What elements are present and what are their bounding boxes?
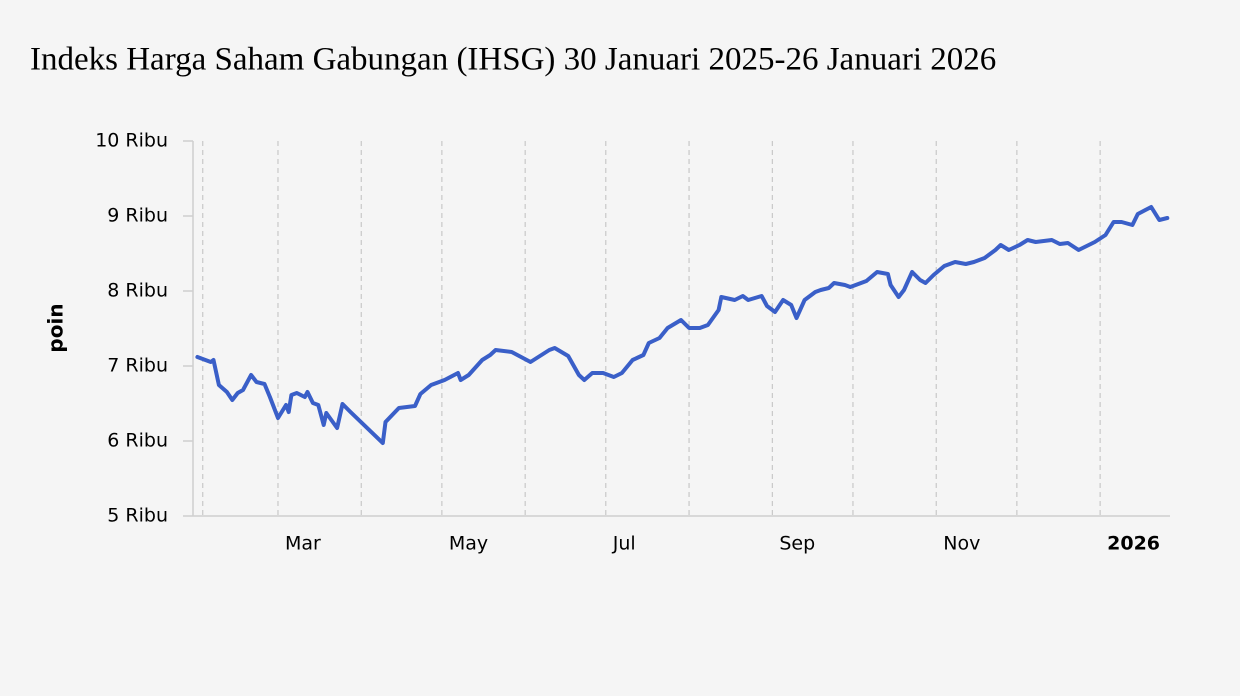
x-tick-label: May — [449, 533, 488, 555]
y-tick-label: 10 Ribu — [95, 130, 168, 152]
x-tick-label: Mar — [285, 533, 321, 555]
x-tick-label: Sep — [779, 533, 815, 555]
y-axis-label: poin — [44, 303, 68, 352]
x-tick-label: Jul — [612, 533, 636, 555]
line — [195, 205, 1170, 445]
x-tick-label: Nov — [943, 533, 980, 555]
x-tick-label: 2026 — [1107, 533, 1160, 555]
y-tick-label: 6 Ribu — [107, 430, 168, 452]
y-tick-label: 7 Ribu — [107, 355, 168, 377]
chart-title: Indeks Harga Saham Gabungan (IHSG) 30 Ja… — [30, 42, 996, 78]
y-tick-label: 5 Ribu — [107, 505, 168, 527]
y-tick-label: 9 Ribu — [107, 205, 168, 227]
y-tick-label: 8 Ribu — [107, 280, 168, 302]
